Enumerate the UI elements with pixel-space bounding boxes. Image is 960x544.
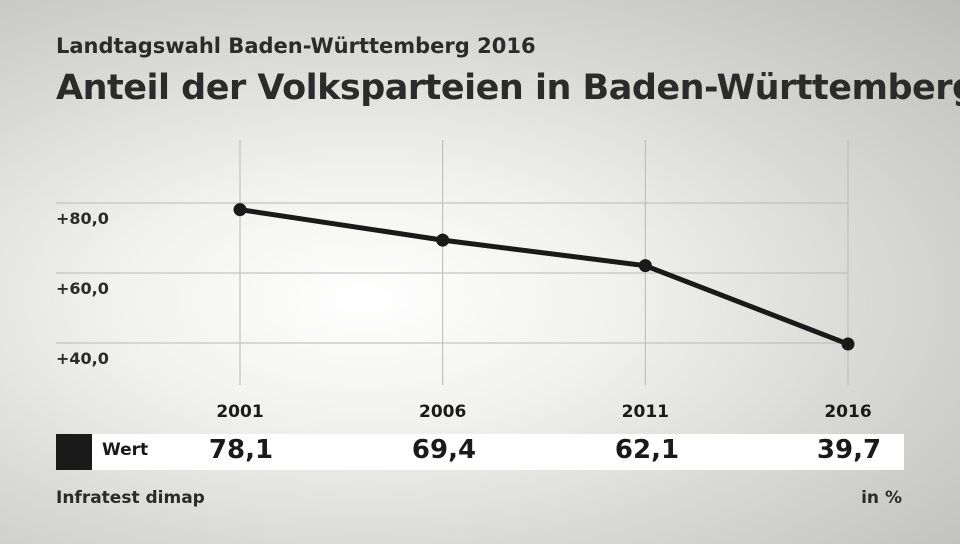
value-2006: 69,4 [411, 435, 477, 465]
unit-label: in % [861, 488, 902, 508]
data-point-2006 [436, 233, 450, 247]
value-2016: 39,7 [816, 435, 882, 465]
data-point-2016 [841, 337, 855, 351]
value-2001: 78,1 [208, 435, 274, 465]
series-color-swatch [56, 434, 92, 470]
value-2011: 62,1 [614, 435, 680, 465]
series-label: Wert [102, 440, 149, 460]
data-point-2011 [638, 259, 652, 273]
data-point-2001 [233, 203, 247, 217]
y-tick-label: +40,0 [56, 349, 109, 368]
x-tick-label: 2011 [622, 402, 669, 422]
x-tick-label: 2001 [216, 402, 263, 422]
x-tick-label: 2006 [419, 402, 466, 422]
y-tick-label: +60,0 [56, 279, 109, 298]
value-table-row: Wert 78,1 69,4 62,1 39,7 [56, 434, 904, 470]
y-tick-label: +80,0 [56, 209, 109, 228]
chart-title: Anteil der Volksparteien in Baden-Württe… [56, 68, 960, 108]
series-line [237, 207, 851, 347]
x-tick-label: 2016 [824, 402, 871, 422]
source-label: Infratest dimap [56, 488, 205, 508]
chart-kicker: Landtagswahl Baden-Württemberg 2016 [56, 34, 536, 58]
